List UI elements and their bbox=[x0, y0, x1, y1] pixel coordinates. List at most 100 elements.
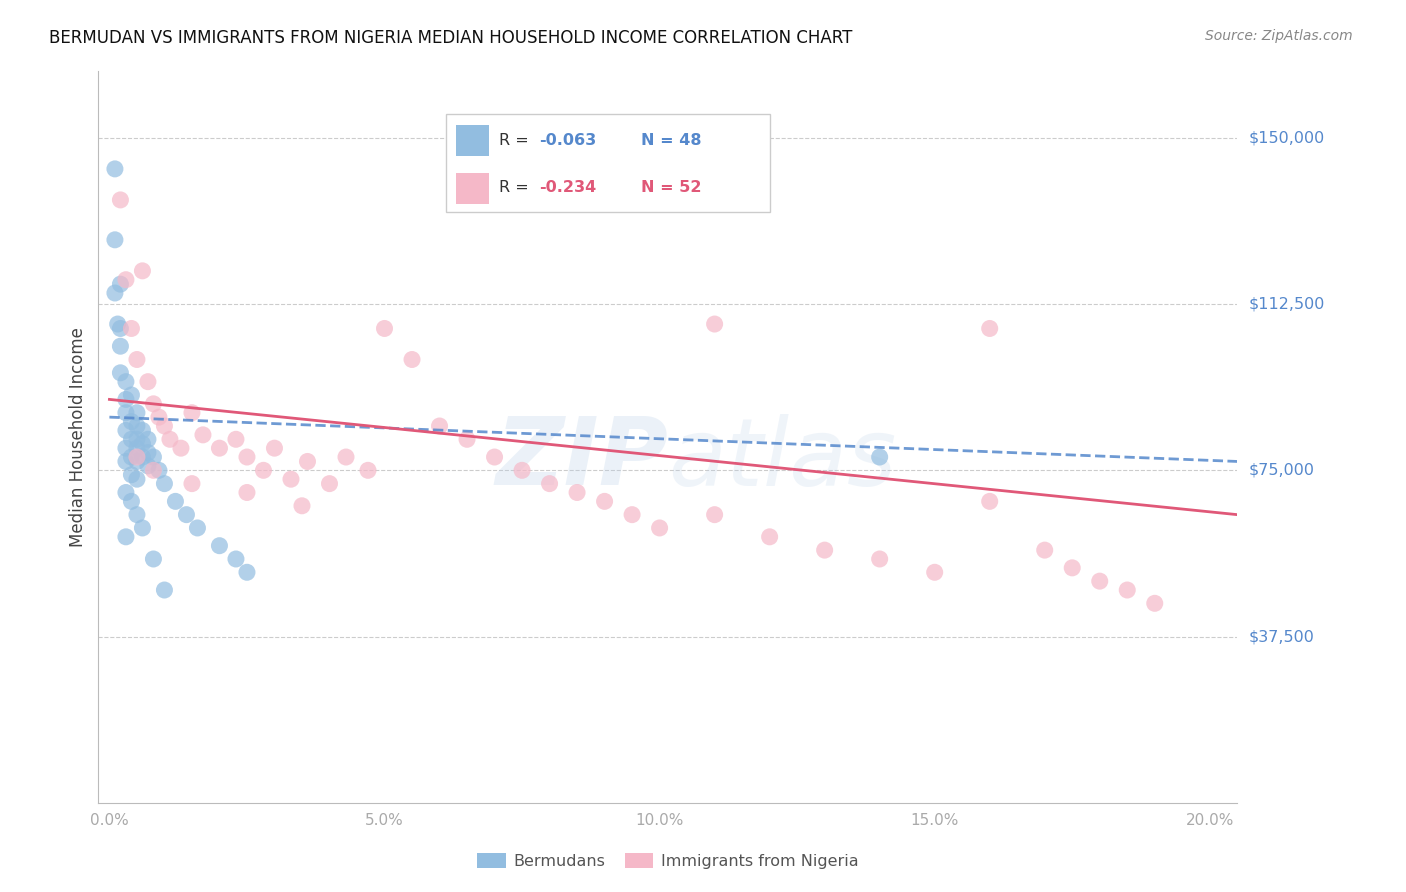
Point bbox=[510, 463, 533, 477]
Point bbox=[297, 454, 319, 468]
Point bbox=[263, 441, 285, 455]
Point bbox=[979, 321, 1001, 335]
Text: -0.063: -0.063 bbox=[538, 133, 596, 148]
Point bbox=[125, 352, 148, 367]
Point bbox=[565, 485, 588, 500]
Point bbox=[979, 494, 1001, 508]
Point bbox=[131, 450, 153, 464]
Point bbox=[456, 432, 478, 446]
Point bbox=[125, 441, 148, 455]
Point bbox=[401, 352, 423, 367]
Point bbox=[703, 508, 725, 522]
FancyBboxPatch shape bbox=[456, 125, 489, 155]
Point bbox=[125, 432, 148, 446]
Point bbox=[814, 543, 837, 558]
Point bbox=[429, 419, 451, 434]
Point bbox=[181, 406, 204, 420]
Point bbox=[136, 445, 159, 459]
Point bbox=[593, 494, 616, 508]
Text: BERMUDAN VS IMMIGRANTS FROM NIGERIA MEDIAN HOUSEHOLD INCOME CORRELATION CHART: BERMUDAN VS IMMIGRANTS FROM NIGERIA MEDI… bbox=[49, 29, 852, 46]
Point bbox=[191, 428, 214, 442]
Point bbox=[538, 476, 561, 491]
Point bbox=[357, 463, 380, 477]
FancyBboxPatch shape bbox=[446, 113, 770, 212]
Point bbox=[120, 450, 142, 464]
Text: atlas: atlas bbox=[668, 414, 896, 505]
Y-axis label: Median Household Income: Median Household Income bbox=[69, 327, 87, 547]
Point bbox=[115, 273, 138, 287]
Point bbox=[148, 410, 170, 425]
Point bbox=[136, 432, 159, 446]
Legend: Bermudans, Immigrants from Nigeria: Bermudans, Immigrants from Nigeria bbox=[471, 847, 865, 875]
Point bbox=[236, 450, 259, 464]
Point bbox=[104, 161, 127, 176]
Point bbox=[131, 424, 153, 438]
Text: $150,000: $150,000 bbox=[1249, 130, 1324, 145]
Point bbox=[107, 317, 129, 331]
Point bbox=[924, 566, 946, 580]
Point bbox=[125, 406, 148, 420]
Point bbox=[176, 508, 198, 522]
Point bbox=[115, 454, 138, 468]
FancyBboxPatch shape bbox=[456, 173, 489, 204]
Text: Source: ZipAtlas.com: Source: ZipAtlas.com bbox=[1205, 29, 1353, 43]
Point bbox=[703, 317, 725, 331]
Point bbox=[115, 485, 138, 500]
Point bbox=[153, 419, 176, 434]
Point bbox=[148, 463, 170, 477]
Point bbox=[120, 432, 142, 446]
Point bbox=[621, 508, 644, 522]
Text: $75,000: $75,000 bbox=[1249, 463, 1315, 478]
Point bbox=[110, 321, 132, 335]
Point bbox=[115, 530, 138, 544]
Point bbox=[1033, 543, 1056, 558]
Point bbox=[208, 441, 231, 455]
Point bbox=[115, 375, 138, 389]
Point bbox=[1143, 596, 1166, 610]
Point bbox=[291, 499, 314, 513]
Point bbox=[125, 472, 148, 486]
Point bbox=[131, 264, 153, 278]
Point bbox=[125, 508, 148, 522]
Text: N = 48: N = 48 bbox=[641, 133, 702, 148]
Point bbox=[869, 450, 891, 464]
Point bbox=[110, 277, 132, 292]
Point bbox=[208, 539, 231, 553]
Point bbox=[142, 552, 165, 566]
Point bbox=[131, 521, 153, 535]
Point bbox=[136, 458, 159, 473]
Point bbox=[115, 392, 138, 407]
Point bbox=[159, 432, 181, 446]
Point bbox=[1088, 574, 1111, 589]
Point bbox=[181, 476, 204, 491]
Point bbox=[225, 432, 247, 446]
Point bbox=[153, 476, 176, 491]
Point bbox=[110, 193, 132, 207]
Point bbox=[142, 397, 165, 411]
Text: ZIP: ZIP bbox=[495, 413, 668, 505]
Point bbox=[125, 450, 148, 464]
Point bbox=[125, 454, 148, 468]
Point bbox=[186, 521, 208, 535]
Point bbox=[280, 472, 302, 486]
Text: R =: R = bbox=[499, 133, 534, 148]
Point bbox=[869, 552, 891, 566]
Point bbox=[120, 388, 142, 402]
Point bbox=[373, 321, 395, 335]
Point bbox=[225, 552, 247, 566]
Point bbox=[120, 415, 142, 429]
Text: $37,500: $37,500 bbox=[1249, 629, 1315, 644]
Point bbox=[236, 485, 259, 500]
Point bbox=[142, 463, 165, 477]
Point bbox=[170, 441, 193, 455]
Point bbox=[104, 233, 127, 247]
Point bbox=[104, 285, 127, 300]
Point bbox=[153, 582, 176, 597]
Point bbox=[120, 467, 142, 482]
Point bbox=[252, 463, 274, 477]
Point bbox=[110, 366, 132, 380]
Point bbox=[110, 339, 132, 353]
Point bbox=[335, 450, 357, 464]
Point bbox=[142, 450, 165, 464]
Point bbox=[115, 406, 138, 420]
